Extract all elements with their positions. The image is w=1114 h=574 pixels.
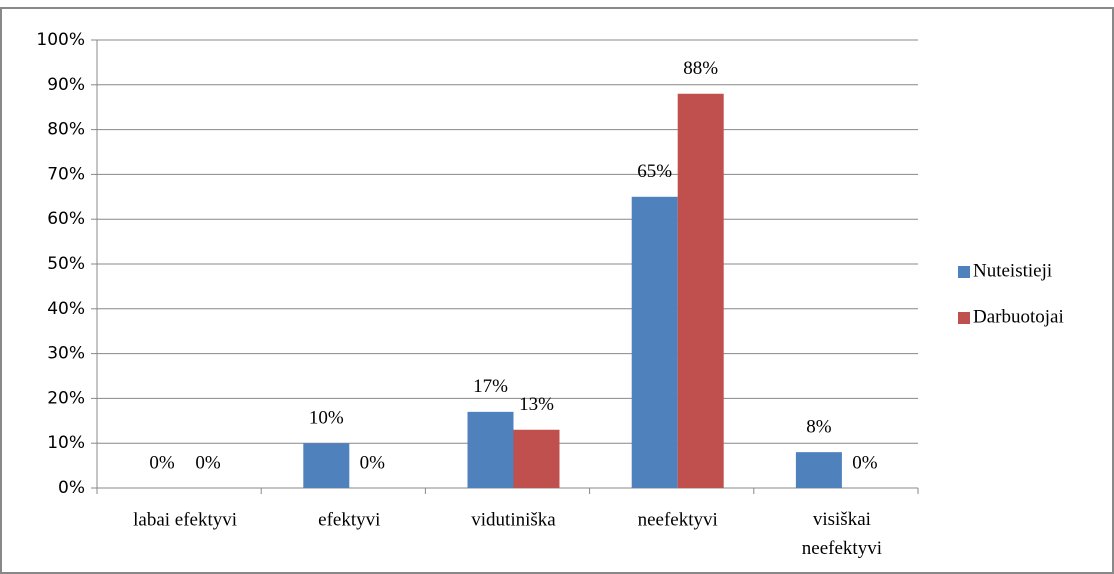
y-tick-label: 40% <box>47 299 85 319</box>
data-label: 0% <box>360 452 386 473</box>
x-tick-label: neefektyvi <box>638 509 718 530</box>
legend-swatch <box>958 266 970 278</box>
data-label: 0% <box>149 452 175 473</box>
bar <box>795 452 842 488</box>
y-tick-label: 90% <box>47 75 85 95</box>
bar <box>677 93 724 488</box>
y-tick-label: 80% <box>47 120 85 140</box>
data-label: 0% <box>195 452 221 473</box>
bar <box>303 443 350 488</box>
y-tick-label: 70% <box>47 164 85 184</box>
data-label: 13% <box>519 394 554 415</box>
data-label: 8% <box>806 417 832 438</box>
x-tick-label: vidutiniška <box>471 509 556 530</box>
bar <box>631 196 678 489</box>
data-label: 88% <box>683 58 718 79</box>
legend-label: Darbuotojai <box>973 306 1064 327</box>
data-label: 10% <box>309 408 344 429</box>
legend-swatch <box>958 312 970 324</box>
x-tick-label: efektyvi <box>318 509 380 530</box>
y-tick-label: 30% <box>47 344 85 364</box>
y-tick-label: 100% <box>36 30 85 50</box>
x-tick-label: visiškai neefektyvi <box>802 509 882 559</box>
y-tick-label: 50% <box>47 254 85 274</box>
x-tick-label: labai efektyvi <box>133 509 237 530</box>
bar <box>467 411 514 488</box>
data-label: 0% <box>852 452 878 473</box>
y-tick-label: 0% <box>58 478 85 498</box>
y-tick-label: 20% <box>47 388 85 408</box>
legend-label: Nuteistieji <box>973 260 1052 281</box>
bar <box>513 429 560 488</box>
data-label: 65% <box>637 161 672 182</box>
data-label: 17% <box>473 376 508 397</box>
y-tick-label: 10% <box>47 433 85 453</box>
y-tick-label: 60% <box>47 209 85 229</box>
